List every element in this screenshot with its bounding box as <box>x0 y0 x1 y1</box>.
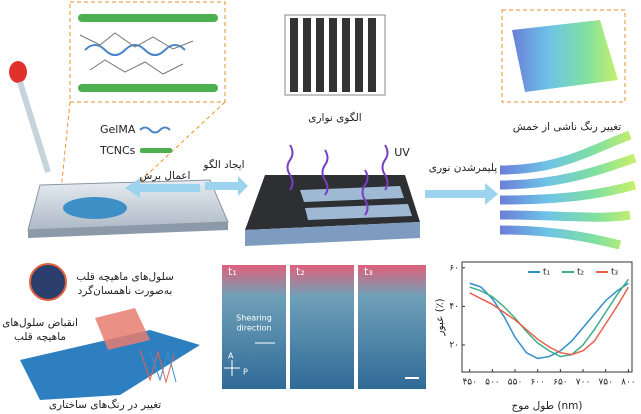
y-tick-label: ۶۰ <box>449 263 459 273</box>
y-tick-label: ۴۰ <box>449 302 459 312</box>
bend-label: تغییر رنگ ناشی از خمش <box>513 120 622 133</box>
x-tick-label: ۴۵۰ <box>462 378 477 388</box>
photopoly-label: پلیمرشدن نوری <box>429 162 498 174</box>
x-tick-label: ۶۵۰ <box>553 378 568 388</box>
tcncs-label: TCNCs <box>99 144 136 157</box>
series-line <box>470 279 629 356</box>
uv-label: UV <box>394 146 410 159</box>
x-tick-label: ۷۰۰ <box>576 378 591 388</box>
x-axis-label: طول موج (nm) <box>512 400 583 412</box>
y-tick-label: ۲۰ <box>449 340 459 350</box>
plot-frame <box>462 262 632 372</box>
color-change-label: تغییر در رنگ‌های ساختاری <box>49 398 161 411</box>
contraction-line: ماهیچه قلب <box>14 331 66 343</box>
x-tick-label: ۸۰۰ <box>621 378 636 388</box>
gelma-label: GelMA <box>100 123 136 136</box>
x-tick-label: ۵۰۰ <box>485 378 500 388</box>
shearing-label: Shearing <box>236 314 272 323</box>
micrograph-label: t₃ <box>364 265 373 278</box>
contraction-line: انقباض سلول‌های <box>2 317 78 329</box>
a-label: A <box>228 352 234 361</box>
shear-label: اعمال برش <box>140 170 191 182</box>
legend-label: t₂ <box>577 268 585 278</box>
stripe-label: الگوی نواری <box>308 111 361 124</box>
micrograph-label: t₂ <box>296 265 305 278</box>
y-axis-label: عبور (٪) <box>434 298 446 336</box>
shear-illustration <box>9 2 228 238</box>
cells-line: سلول‌های ماهیچه قلب <box>76 271 174 283</box>
figure: GelMA TCNCs اعمال برش ایجاد الگو الگوی ن… <box>0 0 641 414</box>
x-tick-label: ۶۰۰ <box>530 378 545 388</box>
x-tick-label: ۵۵۰ <box>508 378 523 388</box>
shearing-label: direction <box>236 324 271 333</box>
legend-label: t₃ <box>611 268 619 278</box>
legend-label: t₁ <box>543 268 551 278</box>
p-label: P <box>243 368 248 377</box>
pattern-label: ایجاد الگو <box>202 158 244 171</box>
cells-line: به‌صورت ناهمسان‌گرد <box>78 284 173 297</box>
transmission-chart <box>462 262 632 372</box>
micrograph-label: t₁ <box>228 265 237 278</box>
pattern-illustration <box>205 15 420 246</box>
x-tick-label: ۷۵۰ <box>598 378 613 388</box>
